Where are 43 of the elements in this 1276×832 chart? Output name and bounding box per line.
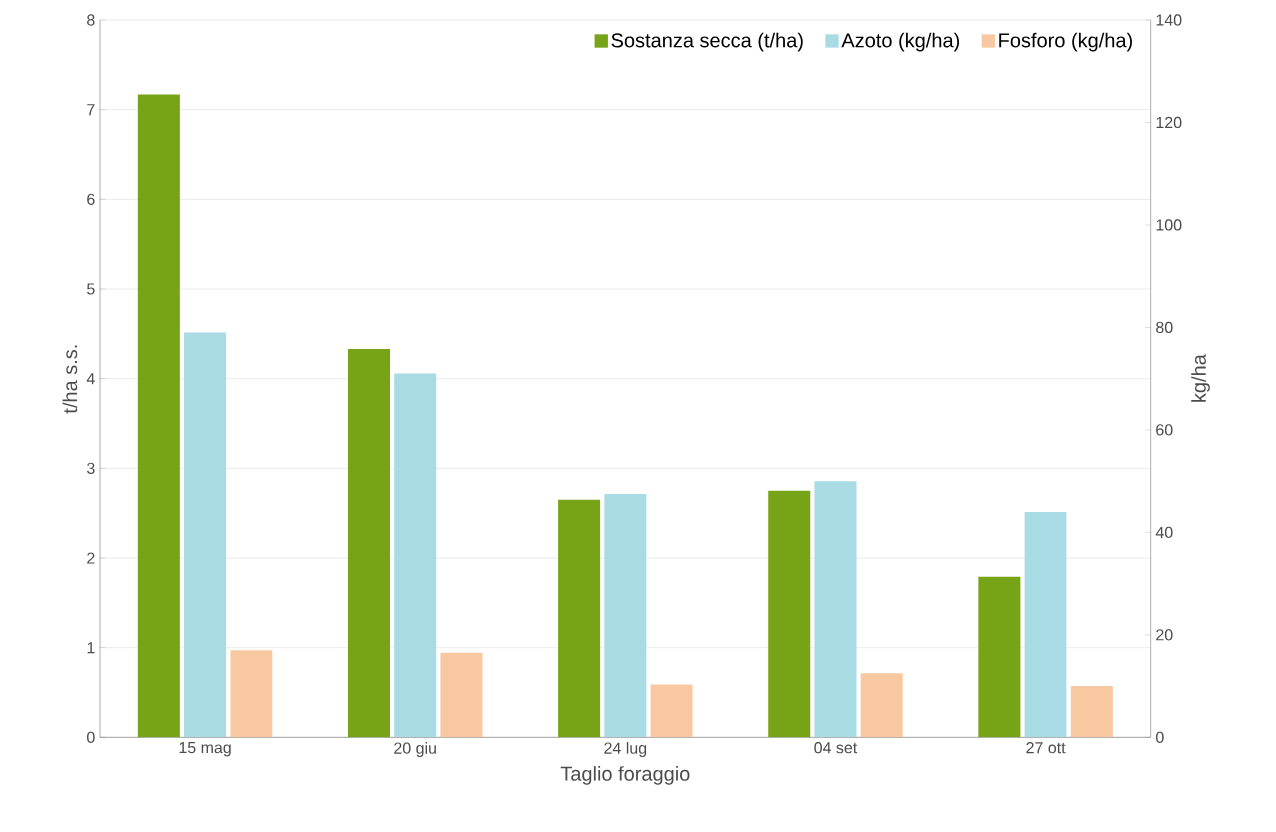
bar bbox=[814, 481, 857, 738]
y2-tick-label: 140 bbox=[1156, 14, 1182, 26]
x-tick-label: 27 ott bbox=[1026, 742, 1066, 754]
bar bbox=[558, 499, 601, 738]
y-axis-title: t/ha s.s. bbox=[62, 345, 78, 414]
x-axis-title: Taglio foraggio bbox=[560, 766, 690, 785]
y2-tick-label: 0 bbox=[1156, 731, 1164, 743]
legend-label: Sostanza secca (t/ha) bbox=[611, 32, 803, 52]
bar bbox=[184, 332, 227, 738]
y2-axis-title: kg/ha bbox=[1191, 354, 1210, 402]
y-tick-label: 0 bbox=[87, 731, 95, 743]
y-tick-label: 8 bbox=[87, 14, 95, 26]
bar bbox=[394, 373, 437, 738]
y2-tick-label: 120 bbox=[1156, 116, 1182, 129]
legend-label: Fosforo (kg/ha) bbox=[999, 32, 1132, 52]
bar bbox=[230, 650, 273, 738]
y-tick-label: 5 bbox=[87, 283, 95, 295]
bar bbox=[347, 349, 390, 738]
x-tick-label: 24 lug bbox=[604, 742, 647, 757]
y-tick-label: 6 bbox=[87, 193, 95, 205]
y2-tick-label: 40 bbox=[1155, 526, 1173, 539]
x-tick-label: 04 set bbox=[814, 742, 858, 754]
bar bbox=[604, 493, 647, 738]
y2-tick-label: 100 bbox=[1156, 219, 1182, 231]
y2-tick-label: 80 bbox=[1156, 321, 1173, 334]
bar bbox=[768, 490, 811, 738]
bar bbox=[440, 652, 483, 738]
y2-tick-label: 60 bbox=[1156, 424, 1173, 436]
bar bbox=[137, 94, 180, 738]
bar bbox=[1070, 686, 1113, 738]
bar bbox=[650, 684, 693, 738]
y2-tick-label: 20 bbox=[1156, 629, 1173, 641]
y-tick-label: 3 bbox=[87, 462, 95, 474]
bar bbox=[978, 576, 1021, 738]
y-tick-label: 1 bbox=[87, 642, 95, 654]
y-tick-label: 4 bbox=[86, 373, 95, 385]
bar bbox=[1024, 511, 1067, 738]
y-tick-label: 7 bbox=[87, 104, 95, 116]
bar bbox=[860, 673, 903, 738]
y-tick-label: 2 bbox=[87, 552, 95, 564]
x-tick-label: 20 giu bbox=[394, 742, 436, 757]
legend-label: Azoto (kg/ha) bbox=[841, 32, 960, 52]
x-tick-label: 15 mag bbox=[179, 742, 231, 757]
